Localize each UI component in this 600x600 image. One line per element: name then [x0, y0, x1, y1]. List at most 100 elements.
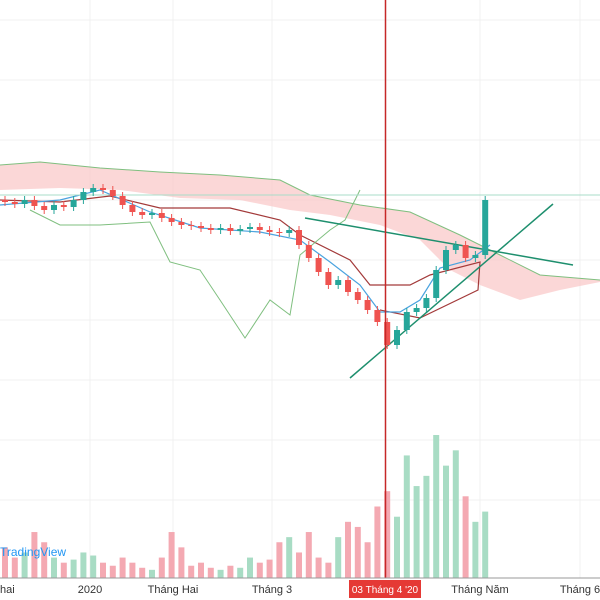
- candle-body: [198, 226, 204, 228]
- candle-body: [472, 255, 479, 258]
- candle-body: [100, 188, 106, 190]
- candle-body: [119, 196, 126, 205]
- volume-bar: [452, 450, 459, 578]
- volume-bar: [149, 569, 155, 578]
- volume-bar: [129, 562, 136, 578]
- trendline: [304, 217, 574, 266]
- lagging-span: [29, 189, 361, 339]
- volume-bar: [31, 532, 38, 578]
- candle-body: [178, 222, 185, 225]
- candle-body: [11, 202, 18, 204]
- volume-bar: [482, 511, 489, 578]
- candle-body: [129, 205, 136, 212]
- candle-body: [217, 228, 224, 230]
- x-tick-label: hai: [0, 584, 15, 596]
- x-tick-label: Tháng 6: [560, 584, 600, 596]
- volume-bar: [2, 547, 8, 578]
- candle-body: [109, 190, 116, 196]
- volume-bar: [100, 562, 106, 578]
- candle-body: [266, 230, 273, 232]
- volume-bar: [423, 475, 430, 578]
- candle-body: [374, 310, 381, 322]
- candle-body: [452, 245, 459, 250]
- x-tick-label: 2020: [78, 584, 102, 596]
- volume-bar: [325, 562, 332, 578]
- candle-body: [305, 245, 312, 258]
- candle-body: [413, 308, 420, 312]
- volume-bar: [198, 562, 204, 578]
- volume-bar: [374, 506, 381, 578]
- candle-body: [31, 200, 38, 206]
- volume-bar: [139, 567, 146, 578]
- volume-bar: [21, 552, 28, 578]
- volume-bar: [178, 547, 185, 578]
- candle-body: [296, 230, 302, 245]
- candle-body: [286, 230, 293, 233]
- candle-body: [443, 250, 449, 270]
- volume-bar: [462, 496, 469, 578]
- candle-body: [188, 225, 195, 226]
- volume-bar: [345, 521, 351, 578]
- candle-body: [237, 229, 244, 231]
- volume-bar: [413, 486, 420, 578]
- volume-bar: [41, 542, 48, 578]
- volume-bar: [109, 565, 116, 578]
- volume-bar: [90, 555, 97, 578]
- volume-bar: [472, 521, 479, 578]
- volume-bar: [286, 537, 293, 578]
- volume-bar: [443, 465, 449, 578]
- volume-bar: [80, 552, 87, 578]
- volume-bar: [384, 491, 391, 578]
- volume-bar: [51, 557, 57, 578]
- candle-body: [423, 298, 430, 308]
- volume-bar: [354, 526, 361, 578]
- volume-bar: [158, 557, 165, 578]
- volume-bar: [296, 552, 302, 578]
- candle-body: [70, 200, 77, 207]
- candle-body: [139, 212, 146, 215]
- volume-bar: [403, 455, 410, 578]
- candle-body: [276, 232, 283, 233]
- candle-body: [394, 330, 400, 345]
- candle-body: [2, 200, 8, 202]
- volume-bar: [394, 516, 400, 578]
- volume-bar: [207, 567, 214, 578]
- volume-bar: [276, 542, 283, 578]
- volume-bar: [60, 562, 67, 578]
- candle-body: [345, 280, 351, 292]
- volume-bar: [335, 537, 342, 578]
- volume-bar: [305, 532, 312, 578]
- grid: [0, 0, 600, 578]
- candle-body: [207, 228, 214, 230]
- volume-bar: [168, 532, 175, 578]
- candle-body: [335, 280, 342, 285]
- volume-bar: [11, 557, 18, 578]
- candle-body: [41, 206, 48, 210]
- volume-bar: [315, 557, 322, 578]
- watermark: TradingView: [0, 545, 66, 559]
- volume-bar: [227, 565, 234, 578]
- candle-body: [60, 205, 67, 207]
- x-tick-label: Tháng Hai: [148, 584, 199, 596]
- x-axis-labels: hai 2020 Tháng Hai Tháng 3 Tháng Năm Tháng 6: [0, 584, 600, 596]
- volume-bar: [119, 557, 126, 578]
- volume-bar: [70, 559, 77, 578]
- volume-bar: [364, 542, 371, 578]
- crosshair-label-box: [349, 580, 421, 598]
- volume-bar: [247, 557, 253, 578]
- candle-body: [403, 312, 410, 330]
- volume-bar: [256, 562, 263, 578]
- candle-body: [149, 213, 155, 215]
- volume-bar: [266, 559, 273, 578]
- x-tick-label: Tháng 3: [252, 584, 292, 596]
- candle-body: [247, 227, 253, 229]
- marks: [2, 184, 489, 578]
- trendline: [349, 203, 554, 379]
- volume-bar: [237, 567, 244, 578]
- candle-body: [158, 213, 165, 218]
- candle-body: [315, 258, 322, 272]
- candle-body: [384, 322, 391, 345]
- candle-body: [364, 300, 371, 310]
- volume-bar: [217, 569, 224, 578]
